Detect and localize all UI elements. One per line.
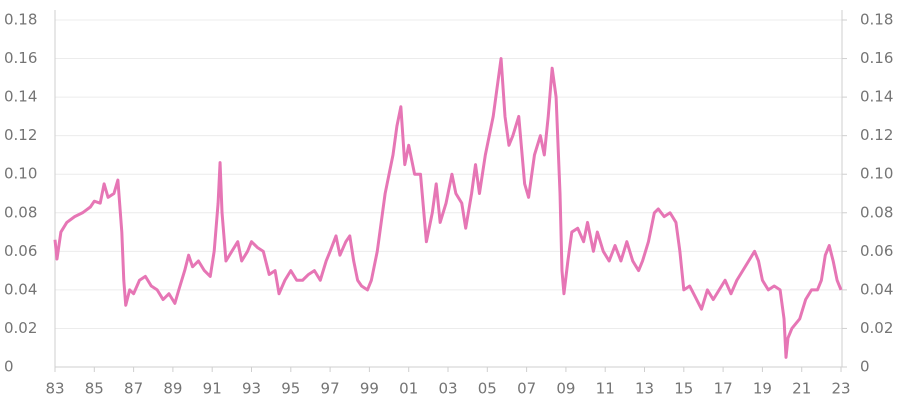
x-tick-label: 03 [438, 380, 457, 398]
x-tick-label: 97 [321, 380, 340, 398]
x-tick-label: 17 [714, 380, 733, 398]
y-tick-label: 0.08 [4, 203, 37, 221]
x-tick-label: 07 [517, 380, 536, 398]
x-tick-label: 87 [124, 380, 143, 398]
y-tick-label: 0.06 [4, 242, 37, 260]
y-tick-label: 0.04 [4, 280, 37, 298]
x-tick-label: 99 [360, 380, 379, 398]
y2-tick-label: 0.12 [860, 126, 893, 144]
x-tick-label: 01 [399, 380, 418, 398]
x-tick-label: 13 [635, 380, 654, 398]
y-tick-label: 0 [4, 358, 14, 376]
x-tick-label: 91 [203, 380, 222, 398]
x-tick-label: 93 [242, 380, 261, 398]
x-tick-label: 19 [753, 380, 772, 398]
y-tick-label: 0.12 [4, 126, 37, 144]
x-tick-label: 83 [45, 380, 64, 398]
x-tick-label: 11 [596, 380, 615, 398]
y2-tick-label: 0 [860, 358, 870, 376]
x-tick-label: 95 [281, 380, 300, 398]
y2-tick-label: 0.04 [860, 280, 893, 298]
data-line [53, 57, 843, 359]
x-tick-label: 23 [831, 380, 850, 398]
y-tick-label: 0.14 [4, 88, 37, 106]
x-tick-label: 15 [674, 380, 693, 398]
y2-tick-label: 0.02 [860, 319, 893, 337]
x-tick-label: 85 [85, 380, 104, 398]
y2-tick-label: 0.18 [860, 11, 893, 29]
y-tick-label: 0.10 [4, 165, 37, 183]
x-tick-label: 09 [556, 380, 575, 398]
x-tick-label: 05 [478, 380, 497, 398]
y2-tick-label: 0.06 [860, 242, 893, 260]
x-tick-label: 21 [792, 380, 811, 398]
x-tick-label: 89 [163, 380, 182, 398]
y2-tick-label: 0.14 [860, 88, 893, 106]
y-tick-label: 0.18 [4, 11, 37, 29]
y2-tick-label: 0.08 [860, 203, 893, 221]
y2-tick-label: 0.10 [860, 165, 893, 183]
y-tick-label: 0.02 [4, 319, 37, 337]
y2-tick-label: 0.16 [860, 49, 893, 67]
y-tick-label: 0.16 [4, 49, 37, 67]
